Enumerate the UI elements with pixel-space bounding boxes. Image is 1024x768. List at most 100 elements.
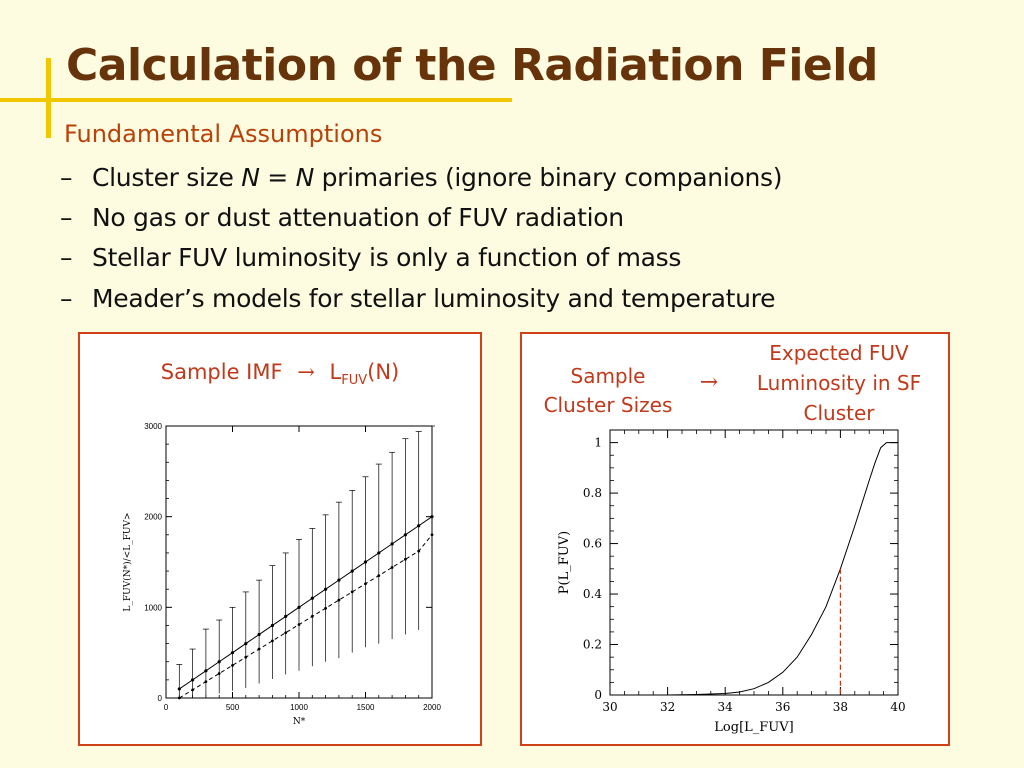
y-axis-label: P(L_FUV) bbox=[557, 531, 572, 594]
y-tick-label: 0.8 bbox=[583, 486, 602, 500]
slide-subtitle: Fundamental Assumptions bbox=[64, 120, 383, 148]
bullet-text: Meader’s models for stellar luminosity a… bbox=[92, 284, 776, 313]
bullet-cluster-size: – Cluster size N = N primaries (ignore bi… bbox=[60, 163, 783, 192]
data-point-solid bbox=[363, 560, 368, 564]
bullet-text-end: primaries (ignore binary companions) bbox=[313, 163, 783, 192]
caption-line: Luminosity in SF bbox=[756, 371, 922, 395]
bullet-text: Cluster size bbox=[92, 163, 242, 192]
bullet-fuv-mass: – Stellar FUV luminosity is only a functi… bbox=[60, 243, 681, 272]
data-point-dashed bbox=[284, 631, 288, 635]
y-tick-label: 0.4 bbox=[583, 587, 602, 601]
caption-line: Sample bbox=[570, 364, 646, 388]
data-point-dashed bbox=[310, 615, 314, 618]
data-point-dashed bbox=[404, 557, 407, 561]
x-tick-label: 2000 bbox=[423, 703, 441, 712]
chart-fuv-probability: 30 32 34 36 38 40 0 0.2 0.4 0.6 0.8 1 Log[L_FUV] P(L_… bbox=[557, 429, 906, 735]
y-tick-label: 0 bbox=[158, 694, 163, 703]
y-tick-label: 0 bbox=[594, 688, 602, 702]
data-point-dashed bbox=[350, 590, 354, 594]
y-tick-label: 1 bbox=[594, 436, 602, 450]
slide-title: Calculation of the Radiation Field bbox=[66, 40, 878, 91]
data-point-solid bbox=[204, 669, 208, 673]
data-point-dashed bbox=[337, 598, 341, 602]
y-axis-label: L_FUV(N*)/<L_FUV> bbox=[122, 512, 133, 611]
data-point-solid bbox=[177, 687, 181, 691]
bullet-italic-n2: N bbox=[295, 163, 315, 192]
y-tick-label: 1000 bbox=[144, 603, 162, 612]
bullet-equals: = bbox=[259, 163, 296, 192]
chart-luminosity-vs-n: 0 500 1000 1500 2000 0 1000 2000 3000 N* L_FUV(N*)… bbox=[122, 422, 441, 727]
bullet-dash: – bbox=[60, 203, 73, 232]
data-point-dashed bbox=[244, 655, 248, 659]
data-point-dashed bbox=[430, 533, 434, 537]
bullet-dash: – bbox=[60, 243, 73, 272]
bullet-text: No gas or dust attenuation of FUV radiat… bbox=[92, 203, 624, 232]
arrow-icon: → bbox=[699, 370, 719, 395]
x-tick-label: 36 bbox=[775, 700, 790, 714]
data-point-dashed bbox=[231, 663, 234, 667]
right-figure-panel: Sample Cluster Sizes → Expected FUV Lumi… bbox=[520, 332, 950, 746]
data-point-solid bbox=[430, 515, 434, 519]
caption-line: Cluster bbox=[803, 401, 875, 425]
caption-line: Cluster Sizes bbox=[543, 393, 673, 417]
data-point-dashed bbox=[364, 582, 367, 586]
x-tick-label: 34 bbox=[718, 700, 734, 714]
caption-expected-fuv: Expected FUV Luminosity in SF Cluster bbox=[734, 338, 944, 428]
y-tick-label: 2000 bbox=[144, 513, 162, 522]
cdf-curve bbox=[667, 442, 898, 696]
y-tick-label: 0.6 bbox=[583, 537, 602, 551]
data-point-dashed bbox=[177, 696, 181, 700]
x-tick-label: 32 bbox=[660, 700, 675, 714]
bullet-text: Stellar FUV luminosity is only a functio… bbox=[92, 243, 682, 272]
data-point-solid bbox=[217, 660, 221, 664]
data-point-solid bbox=[244, 642, 248, 646]
data-point-dashed bbox=[377, 574, 381, 577]
bullet-dash: – bbox=[60, 284, 73, 313]
data-point-dashed bbox=[217, 672, 221, 675]
data-point-solid bbox=[390, 542, 394, 546]
caption-n: (N) bbox=[367, 360, 400, 384]
data-point-solid bbox=[284, 614, 288, 618]
data-point-solid bbox=[257, 632, 261, 637]
data-point-solid bbox=[403, 533, 407, 537]
data-point-dashed bbox=[204, 680, 208, 684]
left-figure-panel: Sample IMF → LFUV(N) 0 500 1000 1500 2000 0 10… bbox=[78, 332, 482, 746]
plot-frame bbox=[609, 429, 899, 696]
x-tick-label: 0 bbox=[164, 703, 169, 712]
data-point-dashed bbox=[191, 688, 194, 692]
caption-sample-imf: Sample IMF bbox=[160, 360, 283, 384]
x-tick-label: 40 bbox=[890, 700, 905, 714]
data-point-dashed bbox=[257, 647, 261, 651]
data-point-dashed bbox=[390, 566, 394, 569]
data-point-dashed bbox=[417, 549, 421, 553]
bullet-dash: – bbox=[60, 163, 73, 192]
y-tick-label: 0.2 bbox=[583, 638, 602, 652]
data-point-solid bbox=[310, 596, 314, 600]
data-point-dashed bbox=[271, 639, 274, 643]
data-point-solid bbox=[297, 605, 301, 609]
series-solid-line bbox=[179, 516, 433, 690]
caption-fuv-sub: FUV bbox=[341, 373, 368, 389]
data-point-solid bbox=[337, 578, 341, 582]
x-tick-label: 30 bbox=[602, 700, 617, 714]
x-tick-label: 38 bbox=[833, 700, 848, 714]
x-axis-label: Log[L_FUV] bbox=[714, 720, 793, 735]
data-point-solid bbox=[191, 678, 195, 682]
bullet-italic-n: N bbox=[241, 163, 260, 192]
x-tick-label: 1500 bbox=[357, 703, 375, 712]
data-point-solid bbox=[377, 551, 381, 555]
caption-line: Expected FUV bbox=[769, 341, 909, 365]
data-point-solid bbox=[230, 651, 235, 655]
caption-l: L bbox=[329, 360, 342, 384]
data-point-dashed bbox=[324, 606, 327, 610]
x-axis-label: N* bbox=[293, 717, 306, 727]
series-dashed-line bbox=[179, 534, 433, 699]
y-tick-label: 3000 bbox=[144, 422, 162, 431]
arrow-icon: → bbox=[297, 360, 315, 384]
data-point-solid bbox=[417, 524, 421, 528]
bullet-no-attenuation: – No gas or dust attenuation of FUV radia… bbox=[60, 203, 624, 232]
caption-sample-cluster-sizes: Sample Cluster Sizes bbox=[522, 362, 694, 420]
x-tick-label: 1000 bbox=[290, 703, 308, 712]
data-point-dashed bbox=[297, 623, 301, 626]
data-point-solid bbox=[324, 587, 328, 591]
